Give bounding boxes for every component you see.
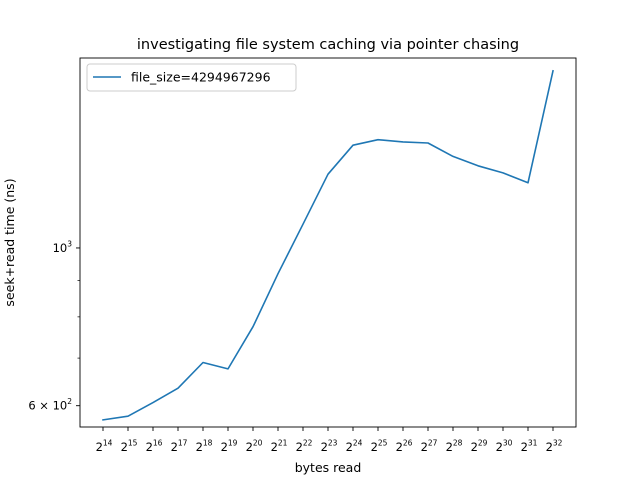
y-axis-ticks: 103 6 × 102 <box>28 239 80 413</box>
legend-label: file_size=4294967296 <box>131 70 271 85</box>
x-tick-label: 224 <box>346 439 363 455</box>
x-tick-label: 214 <box>96 439 113 455</box>
x-tick-label: 215 <box>121 439 138 455</box>
x-tick-label: 226 <box>396 439 413 455</box>
x-tick-label: 219 <box>221 439 238 455</box>
x-tick-label: 228 <box>446 439 463 455</box>
x-axis-ticks: 214 215 216 217 218 219 220 221 222 223 224 225 226 2… <box>96 427 563 454</box>
x-tick-label: 229 <box>471 439 488 455</box>
series-line <box>102 69 554 421</box>
legend-box <box>86 63 297 92</box>
x-tick-label: 221 <box>271 439 288 455</box>
x-tick-label: 231 <box>521 439 538 455</box>
x-tick-label: 220 <box>246 439 263 455</box>
y-tick-label: 103 <box>53 239 73 255</box>
x-axis-label: bytes read <box>295 460 362 475</box>
chart-title: investigating file system caching via po… <box>137 37 519 53</box>
x-tick-label: 216 <box>146 439 163 455</box>
x-tick-label: 225 <box>371 439 388 455</box>
x-tick-label: 223 <box>321 439 338 455</box>
x-tick-label: 232 <box>546 439 563 455</box>
x-tick-label: 222 <box>296 439 313 455</box>
axes-frame <box>79 57 577 428</box>
x-tick-label: 230 <box>496 439 513 455</box>
x-tick-label: 217 <box>171 439 188 455</box>
y-tick-label: 6 × 102 <box>28 397 72 413</box>
x-tick-label: 227 <box>421 439 438 455</box>
x-tick-label: 218 <box>196 439 213 455</box>
legend: file_size=4294967296 <box>86 63 297 92</box>
plot-area: 214 215 216 217 218 219 220 221 222 223 224 225 226 2… <box>28 57 577 454</box>
y-axis-label: seek+read time (ns) <box>2 178 17 306</box>
